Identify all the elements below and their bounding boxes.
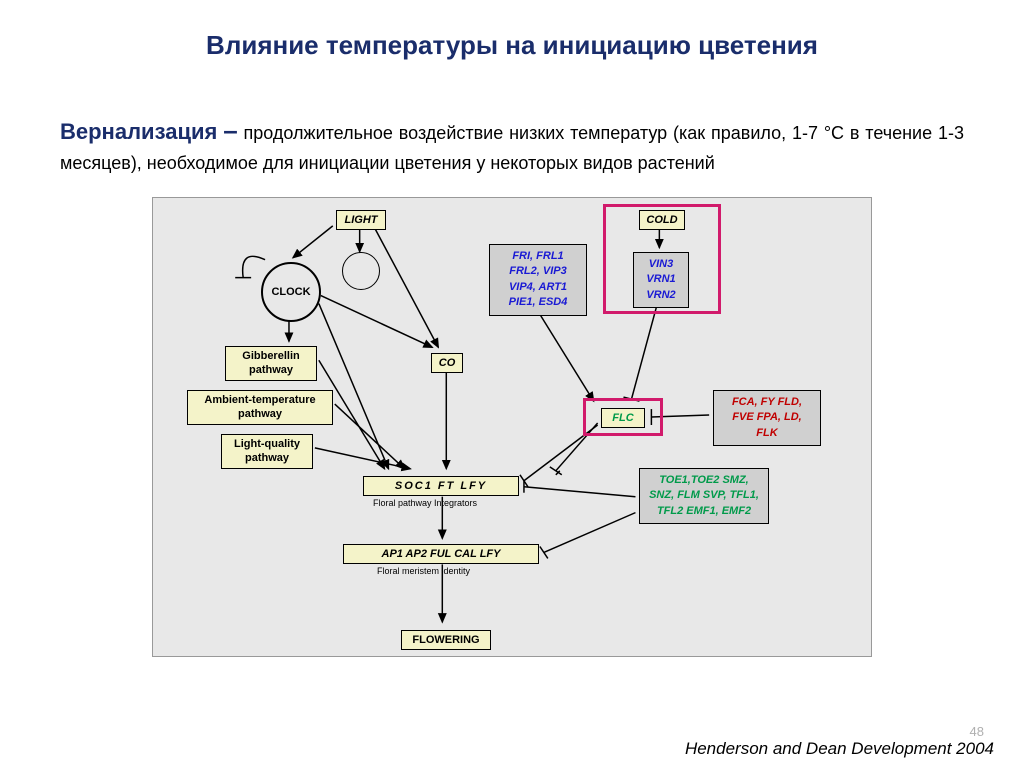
flowchart-diagram: LIGHT CLOCK COLD FRI, FRL1 FRL2, VIP3 VI… [152,197,872,657]
toe-genes-box: TOE1,TOE2 SMZ, SNZ, FLM SVP, TFL1, TFL2 … [639,468,769,524]
ambient-temp-node: Ambient-temperature pathway [187,390,333,425]
outer-clock-circle [342,252,380,290]
fca-genes-box: FCA, FY FLD, FVE FPA, LD, FLK [713,390,821,446]
page-number: 48 [970,724,984,739]
flowering-node: FLOWERING [401,630,491,650]
cold-node: COLD [639,210,685,230]
soc-node: SOC1 FT LFY [363,476,519,496]
citation-text: Henderson and Dean Development 2004 [685,739,994,759]
vrn-genes-box: VIN3 VRN1 VRN2 [633,252,689,308]
light-node: LIGHT [336,210,386,230]
co-node: CO [431,353,463,373]
fri-genes-box: FRI, FRL1 FRL2, VIP3 VIP4, ART1 PIE1, ES… [489,244,587,316]
page-title: Влияние температуры на инициацию цветени… [0,0,1024,61]
fpi-label: Floral pathway Integrators [373,498,477,508]
flc-node: FLC [601,408,645,428]
definition-paragraph: Вернализация – продолжительное воздейств… [0,61,1024,187]
ap-node: AP1 AP2 FUL CAL LFY [343,544,539,564]
term: Вернализация [60,119,217,144]
light-quality-node: Light-quality pathway [221,434,313,469]
clock-label: CLOCK [271,286,310,298]
clock-node: CLOCK [261,262,321,322]
dash: – [223,115,237,145]
fmi-label: Floral meristem identity [377,566,470,576]
gibberellin-node: Gibberellin pathway [225,346,317,381]
